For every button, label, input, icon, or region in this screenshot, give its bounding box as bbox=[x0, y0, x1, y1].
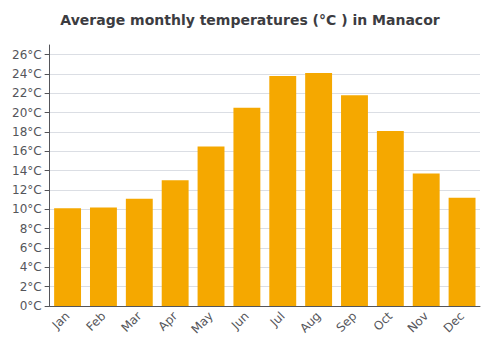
svg-text:2°C: 2°C bbox=[20, 280, 42, 294]
svg-text:Jul: Jul bbox=[267, 309, 288, 330]
svg-text:24°C: 24°C bbox=[12, 67, 42, 81]
svg-text:26°C: 26°C bbox=[12, 48, 42, 62]
svg-text:Feb: Feb bbox=[83, 309, 108, 334]
svg-text:Sep: Sep bbox=[334, 309, 360, 335]
svg-text:0°C: 0°C bbox=[20, 299, 42, 313]
svg-text:20°C: 20°C bbox=[12, 106, 42, 120]
svg-text:22°C: 22°C bbox=[12, 86, 42, 100]
svg-text:12°C: 12°C bbox=[12, 183, 42, 197]
svg-text:Average monthly temperatures (: Average monthly temperatures (°C ) in Ma… bbox=[60, 12, 439, 28]
svg-text:14°C: 14°C bbox=[12, 164, 42, 178]
svg-text:Mar: Mar bbox=[118, 309, 144, 335]
svg-text:4°C: 4°C bbox=[20, 260, 42, 274]
svg-text:6°C: 6°C bbox=[20, 241, 42, 255]
svg-text:8°C: 8°C bbox=[20, 222, 42, 236]
svg-text:May: May bbox=[189, 309, 216, 336]
svg-text:16°C: 16°C bbox=[12, 144, 42, 158]
svg-text:Jan: Jan bbox=[49, 309, 73, 333]
svg-text:Apr: Apr bbox=[156, 309, 181, 334]
svg-text:Nov: Nov bbox=[405, 309, 431, 335]
svg-text:Oct: Oct bbox=[371, 309, 396, 334]
svg-text:Dec: Dec bbox=[441, 309, 467, 335]
svg-text:Aug: Aug bbox=[297, 309, 323, 335]
svg-text:Jun: Jun bbox=[228, 309, 252, 333]
svg-text:18°C: 18°C bbox=[12, 125, 42, 139]
svg-text:10°C: 10°C bbox=[12, 202, 42, 216]
